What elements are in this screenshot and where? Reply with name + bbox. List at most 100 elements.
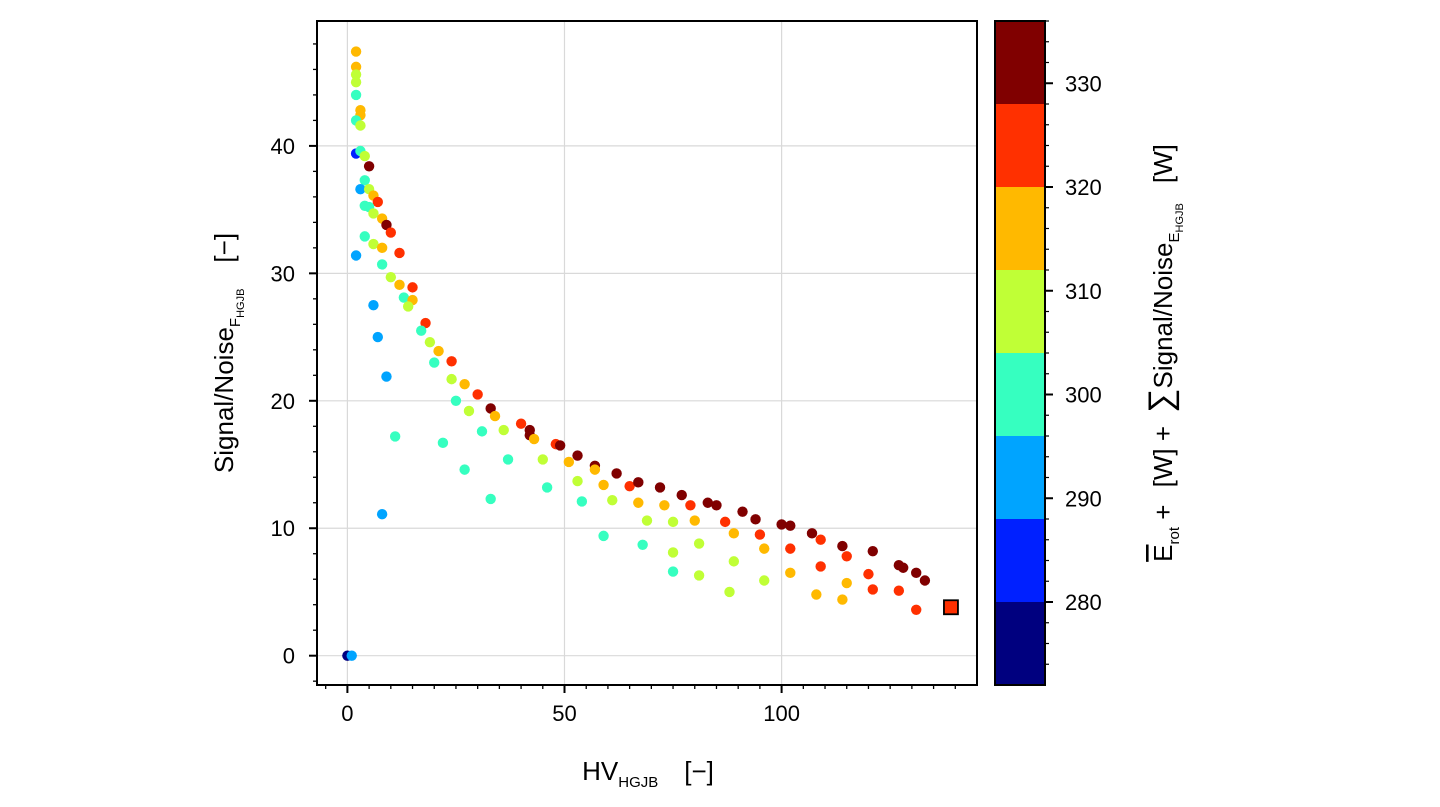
- data-point: [702, 497, 713, 508]
- colorbar-band: [995, 519, 1045, 602]
- data-point: [754, 529, 766, 540]
- data-point: [750, 514, 761, 525]
- data-point: [637, 539, 648, 551]
- data-point: [372, 196, 383, 208]
- data-point: [711, 500, 722, 511]
- data-point: [685, 500, 696, 511]
- data-point: [350, 46, 362, 57]
- y-tick-label: 40: [271, 134, 295, 159]
- data-point: [389, 431, 401, 442]
- data-point: [633, 497, 644, 508]
- data-point: [376, 259, 388, 270]
- colorbar-tick-label: 330: [1065, 71, 1102, 96]
- data-point: [350, 69, 362, 80]
- data-point: [867, 584, 878, 595]
- highlight-point: [943, 599, 959, 616]
- data-point: [576, 496, 588, 507]
- colorbar-tick-label: 290: [1065, 486, 1102, 511]
- data-point: [381, 371, 392, 382]
- data-point: [624, 480, 635, 492]
- data-point: [815, 561, 826, 572]
- data-point: [402, 301, 414, 312]
- data-point: [385, 271, 397, 283]
- data-point: [368, 300, 379, 311]
- x-tick-label: 0: [341, 701, 353, 726]
- data-point: [693, 570, 705, 581]
- x-tick-label: 50: [552, 701, 576, 726]
- data-point: [420, 317, 431, 329]
- data-point: [381, 219, 392, 231]
- data-point: [724, 586, 735, 598]
- data-point: [607, 495, 618, 506]
- data-point: [476, 426, 488, 437]
- x-tick-label: 100: [763, 701, 800, 726]
- data-point: [667, 516, 679, 528]
- data-point: [728, 528, 740, 539]
- data-point: [355, 184, 366, 195]
- data-point: [554, 440, 566, 451]
- y-axis-label: Signal/NoiseFHGJB[−]: [209, 233, 247, 473]
- colorbar-band: [995, 270, 1045, 353]
- data-point: [372, 331, 383, 343]
- data-point: [429, 357, 440, 368]
- data-point: [359, 175, 370, 186]
- plot-frame: [316, 20, 978, 686]
- data-point: [785, 567, 796, 579]
- data-point: [893, 585, 905, 596]
- data-point: [359, 150, 370, 162]
- data-point: [359, 231, 370, 242]
- data-point: [811, 589, 822, 600]
- data-point: [654, 482, 666, 493]
- data-point: [485, 493, 496, 505]
- data-point: [472, 389, 483, 400]
- data-point: [837, 540, 848, 552]
- data-point: [350, 250, 362, 261]
- data-point: [667, 566, 679, 577]
- data-point: [572, 450, 583, 461]
- colorbar-band: [995, 436, 1045, 519]
- data-point: [737, 506, 748, 517]
- colorbar-band: [995, 353, 1045, 436]
- data-point: [450, 395, 462, 406]
- data-point: [346, 650, 357, 661]
- x-axis-label: HVHGJB [−]: [582, 756, 714, 791]
- data-point: [437, 437, 449, 449]
- data-point: [641, 515, 653, 526]
- data-point: [611, 468, 622, 479]
- y-axis-ticks: 0 10 20 30 40: [271, 43, 317, 682]
- data-point: [598, 530, 609, 542]
- colorbar-label: Erot + [W] + ∑Signal/NoiseEHGJB[W]: [1142, 144, 1186, 562]
- data-point: [394, 247, 405, 259]
- data-point: [563, 456, 575, 468]
- y-tick-label: 20: [271, 389, 295, 414]
- data-points: [342, 46, 959, 661]
- data-point: [689, 515, 700, 526]
- data-point: [368, 238, 379, 250]
- y-tick-label: 30: [271, 261, 295, 286]
- data-point: [515, 418, 527, 429]
- data-point: [667, 547, 679, 558]
- data-point: [815, 534, 826, 545]
- colorbar-tick-label: 320: [1065, 175, 1102, 200]
- data-point: [837, 594, 848, 605]
- data-point: [541, 482, 553, 493]
- data-point: [676, 489, 687, 501]
- data-point: [572, 475, 583, 487]
- colorbar-band: [995, 602, 1045, 685]
- data-point: [806, 528, 818, 539]
- data-point: [776, 519, 787, 530]
- grid-lines: [317, 21, 977, 685]
- data-point: [841, 551, 852, 562]
- colorbar-tick-label: 280: [1065, 590, 1102, 615]
- data-point: [446, 356, 457, 367]
- data-point: [407, 282, 418, 293]
- colorbar-tick-label: 300: [1065, 383, 1102, 408]
- colorbar-band: [995, 187, 1045, 270]
- data-point: [489, 410, 501, 422]
- data-point: [485, 403, 496, 414]
- data-point: [350, 61, 362, 73]
- data-point: [785, 543, 796, 554]
- data-point: [463, 405, 475, 417]
- y-tick-label: 10: [271, 516, 295, 541]
- x-axis-ticks: 0 50 100: [325, 685, 956, 726]
